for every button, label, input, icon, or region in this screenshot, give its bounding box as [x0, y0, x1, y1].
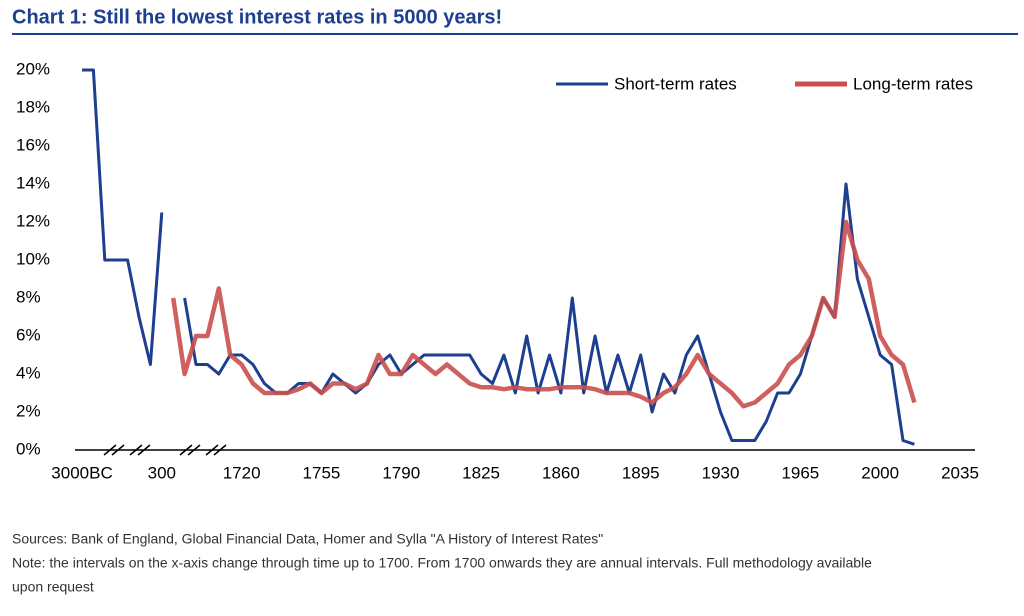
y-tick-label: 16%: [16, 135, 50, 154]
x-tick-label: 2000: [861, 463, 899, 482]
y-tick-label: 18%: [16, 97, 50, 116]
y-tick-label: 2%: [16, 401, 41, 420]
x-tick-label: 1895: [622, 463, 660, 482]
legend-label: Short-term rates: [614, 74, 737, 93]
x-tick-label: 1755: [303, 463, 341, 482]
y-tick-label: 6%: [16, 325, 41, 344]
y-tick-label: 8%: [16, 287, 41, 306]
method-note: upon request: [12, 579, 94, 595]
axis-breaks: [103, 444, 227, 456]
y-tick-label: 12%: [16, 211, 50, 230]
x-tick-label: 1720: [223, 463, 261, 482]
x-tick-label: 300: [148, 463, 176, 482]
y-tick-label: 10%: [16, 249, 50, 268]
x-tick-label: 1860: [542, 463, 580, 482]
x-tick-label: 1930: [702, 463, 740, 482]
y-tick-label: 0%: [16, 439, 41, 458]
chart-title: Chart 1: Still the lowest interest rates…: [12, 6, 502, 28]
method-note: Note: the intervals on the x-axis change…: [12, 555, 872, 571]
y-tick-label: 20%: [16, 59, 50, 78]
x-tick-label: 3000BC: [51, 463, 112, 482]
series-line: [170, 219, 917, 409]
y-tick-label: 14%: [16, 173, 50, 192]
y-tick-label: 4%: [16, 363, 41, 382]
x-tick-label: 1790: [382, 463, 420, 482]
x-tick-label: 1825: [462, 463, 500, 482]
legend-label: Long-term rates: [853, 74, 973, 93]
x-tick-label: 2035: [941, 463, 979, 482]
x-tick-label: 1965: [781, 463, 819, 482]
source-note: Sources: Bank of England, Global Financi…: [12, 531, 603, 547]
